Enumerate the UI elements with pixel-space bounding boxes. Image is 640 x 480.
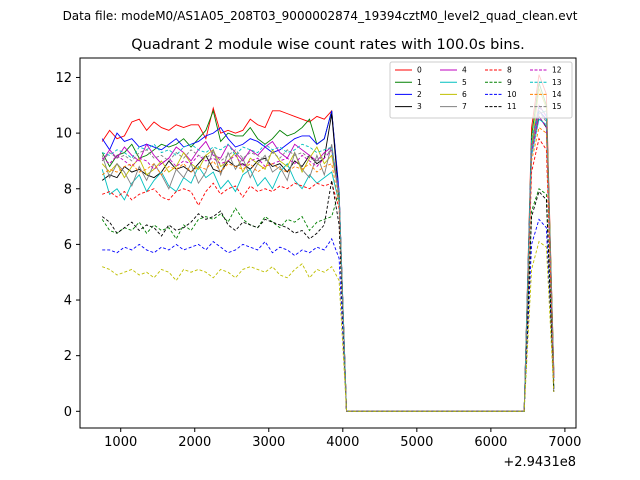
legend-label-7: 7 [462,102,467,111]
legend-label-5: 5 [462,78,467,87]
series-line-9 [101,188,555,412]
suptitle: Data file: modeM0/AS1A05_208T03_90000028… [63,9,578,23]
legend-label-14: 14 [552,90,562,99]
series-line-10 [102,218,555,412]
y-tick-label: 12 [55,71,72,86]
chart-title: Quadrant 2 module wise count rates with … [131,37,525,53]
series-line-5 [101,118,555,412]
legend-label-6: 6 [462,90,467,99]
legend-label-12: 12 [552,66,562,75]
series-layer [101,74,555,412]
y-tick-label: 2 [64,349,72,364]
legend-box [389,61,573,119]
y-tick-label: 4 [64,294,72,309]
x-tick-label: 4000 [326,435,359,450]
x-tick-label: 3000 [252,435,285,450]
series-line-15 [101,109,555,412]
series-line-1 [101,82,555,412]
x-tick-label: 6000 [474,435,507,450]
x-tick-label: 1000 [104,435,137,450]
legend-label-0: 0 [417,66,422,75]
legend-label-4: 4 [462,66,467,75]
legend-label-9: 9 [507,78,512,87]
x-tick-label: 5000 [400,435,433,450]
legend-label-11: 11 [507,102,517,111]
legend-label-15: 15 [552,102,562,111]
y-tick-label: 0 [64,405,72,420]
y-tick-label: 10 [55,127,72,142]
x-tick-label: 7000 [548,435,581,450]
legend-label-1: 1 [417,78,422,87]
axes-frame [79,57,577,429]
series-line-14 [101,126,555,412]
series-line-8 [102,137,555,412]
x-tick-label: 2000 [178,435,211,450]
y-tick-label: 8 [64,182,72,197]
x-offset-text: +2.9431e8 [503,455,576,470]
x-axis: 1000 2000 3000 4000 5000 6000 7000 [104,428,581,450]
legend-label-3: 3 [417,102,422,111]
y-axis: 0 2 4 6 8 10 12 [55,71,80,420]
legend-label-2: 2 [417,90,422,99]
legend-label-10: 10 [507,90,517,99]
legend-label-13: 13 [552,78,562,87]
series-line-extra-16 [102,240,555,412]
y-tick-label: 6 [64,238,72,253]
series-line-11 [101,180,555,412]
legend-label-8: 8 [507,66,512,75]
